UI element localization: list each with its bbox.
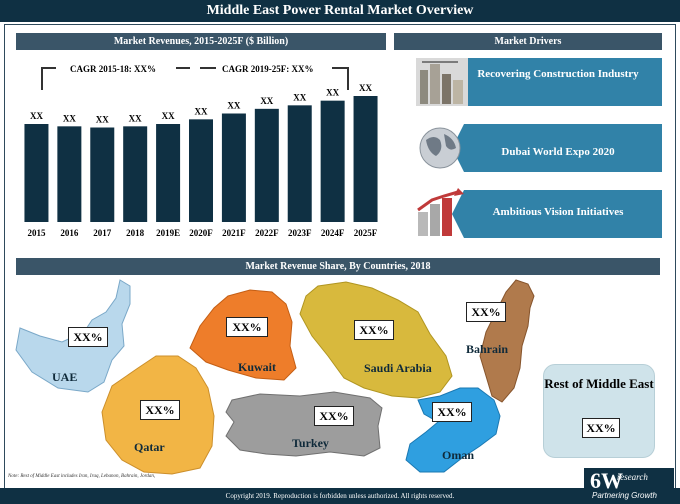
- logo-small-text: research: [617, 472, 648, 482]
- page-title: Middle East Power Rental Market Overview: [0, 0, 680, 22]
- uae-value: XX%: [68, 327, 108, 347]
- cagr-2019-25: CAGR 2019-25F: XX%: [222, 64, 314, 74]
- oman-shape: [405, 387, 501, 473]
- x-tick-2017: 2017: [93, 228, 112, 238]
- data-label-2024F: XX: [326, 88, 339, 98]
- data-label-2015: XX: [30, 111, 43, 121]
- bar-2019E: [156, 124, 181, 222]
- driver-vision-label: Ambitious Vision Initiatives: [492, 206, 624, 218]
- cagr-bracket-2: [200, 67, 349, 90]
- x-tick-2016: 2016: [60, 228, 79, 238]
- bar-2022F: [254, 108, 279, 222]
- turkey-label: Turkey: [292, 436, 329, 450]
- x-tick-2022F: 2022F: [255, 228, 279, 238]
- growth-icon: [416, 190, 466, 238]
- driver-construction-label: Recovering Construction Industry: [477, 68, 639, 80]
- cagr-2015-18: CAGR 2015-18: XX%: [70, 64, 156, 74]
- data-label-2016: XX: [63, 113, 76, 123]
- x-tick-2020F: 2020F: [189, 228, 213, 238]
- data-label-2019E: XX: [162, 111, 175, 121]
- uae-label: UAE: [52, 370, 78, 384]
- x-tick-2023F: 2023F: [288, 228, 312, 238]
- bar-2015: [24, 124, 49, 222]
- data-label-2020F: XX: [195, 106, 208, 116]
- bahrain-value: XX%: [466, 302, 506, 322]
- saudi-label: Saudi Arabia: [364, 361, 432, 375]
- revenue-chart-header: Market Revenues, 2015-2025F ($ Billion): [16, 33, 386, 50]
- bahrain-label: Bahrain: [466, 342, 509, 356]
- cagr-bracket-1: [41, 67, 190, 90]
- x-tick-2015: 2015: [27, 228, 46, 238]
- revenue-chart: XX XX XX XX XX XX XX XX XX XX XX 2015 2016 2017 2018 2…: [24, 67, 378, 238]
- data-label-2023F: XX: [293, 92, 306, 102]
- x-tick-2024F: 2024F: [321, 228, 345, 238]
- bar-2024F: [320, 100, 345, 222]
- kuwait-label: Kuwait: [238, 360, 277, 374]
- x-tick-2025F: 2025F: [354, 228, 378, 238]
- driver-card-vision: [417, 188, 662, 238]
- oman-value: XX%: [432, 402, 472, 422]
- drivers-header: Market Drivers: [394, 33, 662, 50]
- company-logo: 6W research Partnering Growth: [584, 468, 674, 502]
- globe-icon: [418, 126, 462, 170]
- bar-2016: [57, 126, 82, 222]
- saudi-shape: [299, 281, 453, 399]
- logo-tagline: Partnering Growth: [592, 491, 657, 500]
- data-label-2022F: XX: [260, 96, 273, 106]
- x-tick-2018: 2018: [126, 228, 145, 238]
- bar-2025F: [353, 96, 378, 222]
- oman-label: Oman: [442, 448, 475, 462]
- qatar-label: Qatar: [134, 440, 165, 454]
- data-label-2017: XX: [96, 115, 109, 125]
- rest-label: Rest of Middle East: [544, 376, 654, 391]
- qatar-value: XX%: [140, 400, 180, 420]
- x-tick-2021F: 2021F: [222, 228, 246, 238]
- bar-2021F: [221, 113, 246, 222]
- data-label-2025F: XX: [359, 83, 372, 93]
- saudi-value: XX%: [354, 320, 394, 340]
- map-header: Market Revenue Share, By Countries, 2018: [16, 258, 660, 275]
- bar-2020F: [189, 119, 213, 222]
- kuwait-value: XX%: [226, 317, 268, 337]
- rest-value: XX%: [582, 418, 620, 438]
- bahrain-shape: [479, 279, 535, 403]
- bar-2018: [123, 126, 148, 222]
- data-label-2018: XX: [129, 113, 142, 123]
- footnote: Note: Rest of Middle East includes Iran,…: [8, 474, 156, 479]
- driver-card-construction: [416, 58, 662, 106]
- driver-card-expo: [419, 124, 662, 172]
- bar-2017: [90, 127, 115, 222]
- rest-of-middle-east-box: Rest of Middle East: [543, 364, 655, 458]
- bar-2023F: [287, 105, 312, 222]
- x-tick-2019E: 2019E: [156, 228, 180, 238]
- construction-icon: [416, 58, 468, 106]
- turkey-value: XX%: [314, 406, 354, 426]
- driver-expo-label: Dubai World Expo 2020: [501, 146, 615, 158]
- data-label-2021F: XX: [227, 101, 240, 111]
- logo-main-text: 6W: [590, 468, 623, 493]
- copyright-footer: Copyright 2019. Reproduction is forbidde…: [0, 488, 680, 504]
